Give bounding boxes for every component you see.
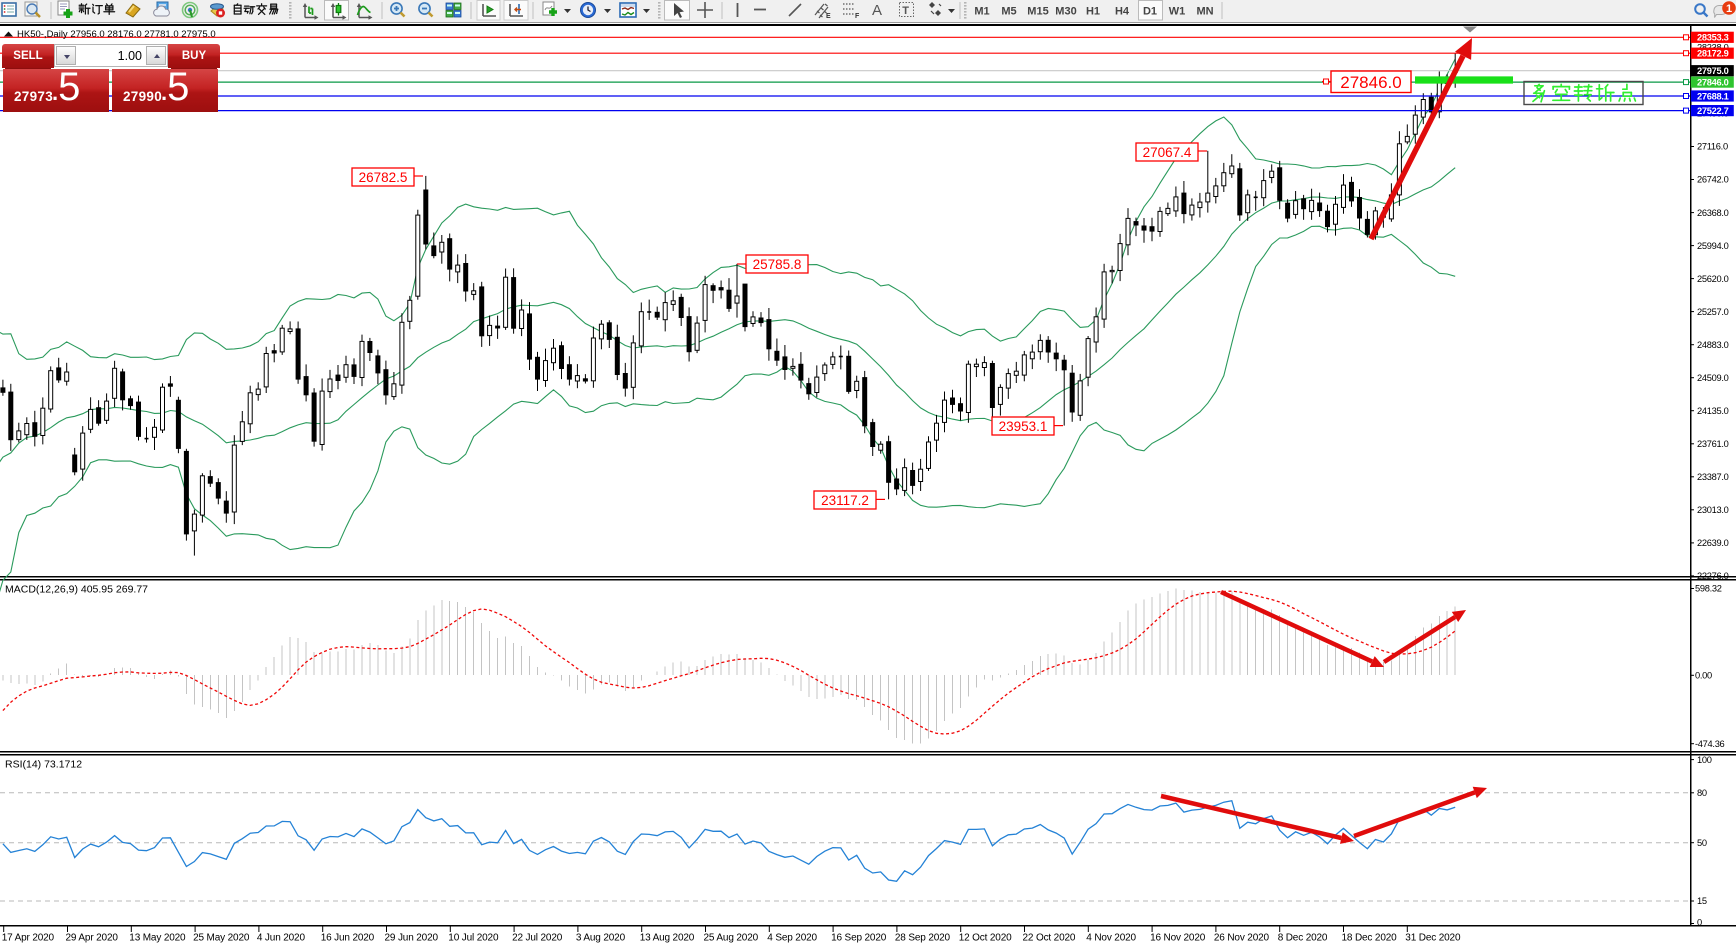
svg-text:22276.0: 22276.0 — [1697, 571, 1729, 581]
svg-text:3 Aug 2020: 3 Aug 2020 — [576, 933, 626, 944]
svg-text:25620.0: 25620.0 — [1697, 274, 1729, 284]
svg-text:22 Jul 2020: 22 Jul 2020 — [512, 933, 563, 944]
svg-text:26 Nov 2020: 26 Nov 2020 — [1214, 933, 1270, 944]
svg-text:16 Jun 2020: 16 Jun 2020 — [321, 933, 375, 944]
svg-text:80: 80 — [1697, 788, 1707, 798]
svg-text:27975.0: 27975.0 — [1697, 66, 1729, 76]
svg-text:F: F — [855, 13, 860, 20]
svg-text:28172.9: 28172.9 — [1697, 49, 1729, 59]
svg-text:0: 0 — [1697, 918, 1702, 928]
svg-text:15: 15 — [1697, 896, 1707, 906]
svg-text:13 May 2020: 13 May 2020 — [129, 933, 186, 944]
svg-text:27522.7: 27522.7 — [1697, 106, 1729, 116]
svg-text:26782.5: 26782.5 — [359, 170, 408, 185]
svg-text:M5: M5 — [1001, 6, 1016, 18]
svg-text:HK50-,Daily 27956.0 28176.0 2: HK50-,Daily 27956.0 28176.0 27781.0 2797… — [17, 29, 216, 40]
svg-text:25 May 2020: 25 May 2020 — [193, 933, 250, 944]
svg-text:100: 100 — [1697, 755, 1712, 765]
svg-text:23013.0: 23013.0 — [1697, 505, 1729, 515]
svg-text:24883.0: 24883.0 — [1697, 340, 1729, 350]
svg-text:10 Jul 2020: 10 Jul 2020 — [448, 933, 499, 944]
svg-text:D1: D1 — [1143, 6, 1157, 18]
svg-text:M15: M15 — [1027, 6, 1048, 18]
svg-text:0.00: 0.00 — [1695, 671, 1712, 681]
svg-text:27688.1: 27688.1 — [1697, 91, 1729, 101]
svg-text:-474.36: -474.36 — [1695, 739, 1725, 749]
svg-text:24135.0: 24135.0 — [1697, 406, 1729, 416]
svg-text:27116.0: 27116.0 — [1697, 142, 1728, 152]
svg-text:29 Apr 2020: 29 Apr 2020 — [66, 933, 119, 944]
svg-text:12 Oct 2020: 12 Oct 2020 — [959, 933, 1012, 944]
svg-text:25257.0: 25257.0 — [1697, 307, 1729, 317]
svg-text:23761.0: 23761.0 — [1697, 439, 1729, 449]
svg-text:26368.0: 26368.0 — [1697, 208, 1729, 218]
svg-text:23117.2: 23117.2 — [821, 493, 869, 508]
svg-text:MN: MN — [1196, 6, 1213, 18]
svg-text:13 Aug 2020: 13 Aug 2020 — [640, 933, 695, 944]
svg-text:18 Dec 2020: 18 Dec 2020 — [1342, 933, 1398, 944]
svg-text:T: T — [902, 5, 909, 17]
svg-text:31 Dec 2020: 31 Dec 2020 — [1405, 933, 1461, 944]
svg-text:RSI(14) 73.1712: RSI(14) 73.1712 — [5, 759, 82, 771]
svg-text:24509.0: 24509.0 — [1697, 373, 1729, 383]
svg-text:25785.8: 25785.8 — [753, 257, 802, 272]
svg-text:22 Oct 2020: 22 Oct 2020 — [1023, 933, 1076, 944]
svg-text:27846.0: 27846.0 — [1340, 73, 1401, 92]
svg-text:16 Nov 2020: 16 Nov 2020 — [1150, 933, 1206, 944]
svg-text:W1: W1 — [1169, 6, 1186, 18]
svg-text:E: E — [826, 13, 831, 20]
svg-text:4 Sep 2020: 4 Sep 2020 — [767, 933, 817, 944]
svg-text:M30: M30 — [1055, 6, 1076, 18]
svg-text:23387.0: 23387.0 — [1697, 472, 1729, 482]
svg-text:4 Jun 2020: 4 Jun 2020 — [257, 933, 306, 944]
svg-text:8 Dec 2020: 8 Dec 2020 — [1278, 933, 1328, 944]
svg-text:4 Nov 2020: 4 Nov 2020 — [1086, 933, 1136, 944]
svg-text:A: A — [872, 2, 882, 19]
svg-text:25 Aug 2020: 25 Aug 2020 — [704, 933, 759, 944]
svg-text:598.32: 598.32 — [1695, 584, 1722, 594]
svg-text:M1: M1 — [974, 6, 989, 18]
svg-text:16 Sep 2020: 16 Sep 2020 — [831, 933, 887, 944]
svg-text:MACD(12,26,9) 405.95 269.77: MACD(12,26,9) 405.95 269.77 — [5, 584, 148, 596]
svg-text:1: 1 — [1726, 3, 1732, 15]
svg-text:H1: H1 — [1086, 6, 1100, 18]
svg-text:28 Sep 2020: 28 Sep 2020 — [895, 933, 951, 944]
svg-text:27067.4: 27067.4 — [1143, 145, 1192, 160]
svg-text:22639.0: 22639.0 — [1697, 538, 1729, 548]
svg-text:H4: H4 — [1115, 6, 1130, 18]
svg-text:25994.0: 25994.0 — [1697, 241, 1729, 251]
svg-text:29 Jun 2020: 29 Jun 2020 — [385, 933, 439, 944]
svg-text:27846.0: 27846.0 — [1697, 77, 1729, 87]
svg-text:17 Apr 2020: 17 Apr 2020 — [2, 933, 55, 944]
svg-text:28353.3: 28353.3 — [1697, 33, 1729, 43]
svg-text:50: 50 — [1697, 838, 1707, 848]
svg-text:23953.1: 23953.1 — [999, 419, 1048, 434]
svg-text:26742.0: 26742.0 — [1697, 175, 1729, 185]
